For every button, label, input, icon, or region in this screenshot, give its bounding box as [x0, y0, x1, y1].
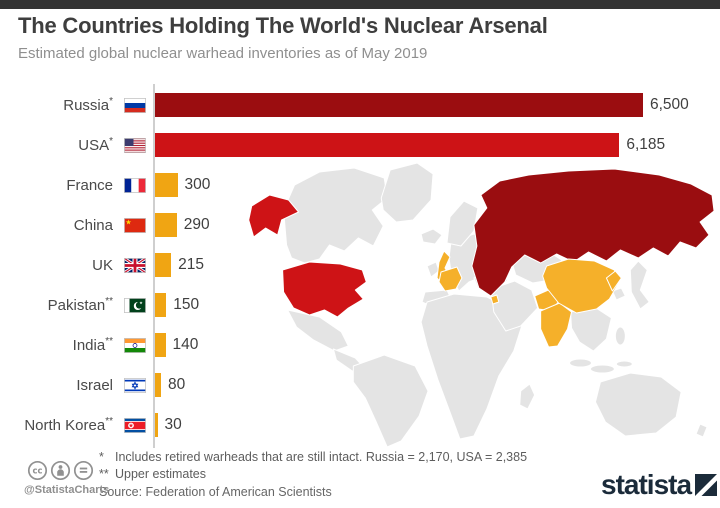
value-bar	[155, 93, 643, 117]
no-derivatives-icon	[73, 460, 94, 481]
statista-handle: @StatistaCharts	[24, 484, 110, 496]
bar-value-label: 80	[168, 376, 186, 393]
bar-value-label: 300	[184, 176, 211, 193]
footnote-1-text: Includes retired warheads that are still…	[115, 450, 528, 464]
map-region-indonesia	[569, 358, 592, 368]
value-bar	[155, 373, 161, 397]
value-bar	[155, 253, 172, 277]
chart-row: North Korea** 30	[0, 405, 720, 445]
top-bar	[0, 0, 720, 9]
map-region-usa	[282, 261, 367, 318]
value-bar	[155, 293, 167, 317]
map-highlight-group	[436, 250, 622, 348]
svg-text:cc: cc	[32, 467, 42, 477]
bar-value-label: 290	[183, 216, 210, 233]
north-korea-flag-icon	[124, 417, 146, 433]
map-region-alaska	[248, 194, 300, 238]
pakistan-flag-icon	[124, 297, 146, 313]
usa-flag-icon	[124, 137, 146, 153]
bar-value-label: 215	[178, 256, 205, 273]
footnote-2: ** Upper estimates	[99, 467, 206, 481]
chart-row: UK 215	[0, 245, 720, 285]
chart-row: India** 140	[0, 325, 720, 365]
chart-row: Israel 80	[0, 365, 720, 405]
chart-subtitle: Estimated global nuclear warhead invento…	[18, 45, 428, 62]
value-bar	[155, 413, 158, 437]
row-label: UK	[92, 257, 113, 274]
map-region-philippines	[614, 326, 626, 346]
cc-license-icons: cc	[27, 460, 94, 481]
value-bar	[155, 133, 620, 157]
statista-logo-text: statista	[601, 469, 692, 500]
uk-flag-icon	[124, 257, 146, 273]
row-label: USA*	[78, 136, 113, 154]
world-map	[248, 162, 715, 448]
map-region-indonesia	[615, 360, 633, 368]
map-region-canada	[283, 167, 388, 264]
map-region-australia	[594, 372, 682, 437]
bar-axis	[153, 84, 155, 448]
map-usa-group	[248, 194, 367, 318]
map-region-japan	[629, 260, 650, 310]
chart-row: USA* 6,185	[0, 125, 720, 165]
value-bar	[155, 173, 178, 197]
bar-value-label: 140	[172, 336, 199, 353]
map-region-greenland	[380, 162, 434, 223]
chart-title: The Countries Holding The World's Nuclea…	[18, 13, 548, 38]
map-region-north-korea	[605, 270, 622, 292]
statista-logomark-icon	[695, 474, 718, 496]
bar-value-label: 6,185	[626, 136, 666, 153]
chart-row: France 300	[0, 165, 720, 205]
france-flag-icon	[124, 177, 146, 193]
bar-chart: Russia* 6,500 USA* 6,185 France 300 Chin…	[0, 85, 720, 445]
chart-row: China 290	[0, 205, 720, 245]
cc-icon	[27, 460, 48, 481]
chart-row: Pakistan** 150	[0, 285, 720, 325]
map-region-south-america	[352, 354, 429, 448]
map-region-madagascar	[519, 383, 536, 410]
attribution-icon	[50, 460, 71, 481]
chart-row: Russia* 6,500	[0, 85, 720, 125]
row-label: France	[66, 177, 113, 194]
map-region-israel	[490, 294, 500, 305]
footnote-1: * Includes retired warheads that are sti…	[99, 450, 527, 464]
bar-value-label: 6,500	[650, 96, 689, 113]
row-label: Pakistan**	[47, 296, 113, 314]
map-region-south-korea	[611, 287, 626, 301]
statista-logo: statista	[601, 469, 718, 501]
map-region-france	[438, 266, 463, 292]
value-bar	[155, 333, 166, 357]
footnote-1-mark: *	[99, 450, 104, 464]
bar-value-label: 150	[173, 296, 200, 313]
map-region-iceland	[420, 228, 443, 245]
map-region-russia	[471, 168, 715, 297]
map-land-gray	[283, 162, 708, 448]
row-label: China	[73, 217, 113, 234]
map-region-mexico	[287, 309, 349, 352]
russia-flag-icon	[124, 97, 146, 113]
map-region-new-zealand	[695, 423, 708, 438]
footnote-2-text: Upper estimates	[115, 467, 207, 481]
india-flag-icon	[124, 337, 146, 353]
bar-value-label: 30	[164, 416, 182, 433]
china-flag-icon	[124, 217, 146, 233]
row-label: Israel	[76, 377, 113, 394]
value-bar	[155, 213, 177, 237]
israel-flag-icon	[124, 377, 146, 393]
source-line: Source: Federation of American Scientist…	[99, 485, 332, 499]
map-region-scandinavia	[446, 200, 479, 247]
map-region-china	[542, 258, 620, 314]
row-label: North Korea**	[24, 416, 113, 434]
map-region-indonesia	[589, 364, 615, 374]
row-label: India**	[72, 336, 113, 354]
footnote-2-mark: **	[99, 467, 109, 481]
row-label: Russia*	[63, 96, 113, 114]
map-region-middle-east	[490, 280, 539, 332]
